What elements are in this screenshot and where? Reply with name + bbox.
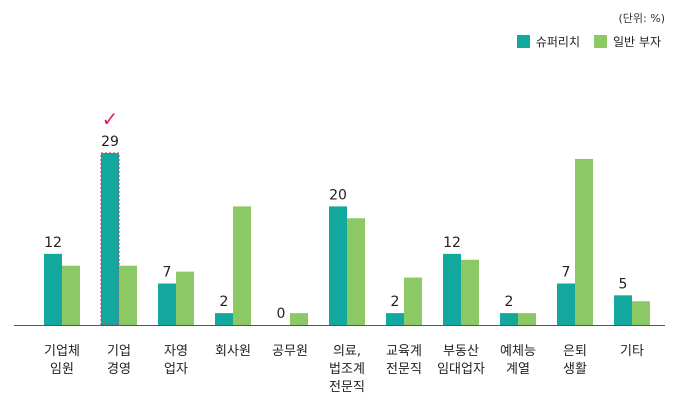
data-label-9: 7 (562, 264, 571, 280)
category-label-7-line-0: 부동산 (443, 344, 479, 359)
category-label-8-line-1: 계열 (506, 362, 530, 377)
bar-general-rich-0 (62, 265, 80, 325)
bar-general-rich-3 (233, 206, 251, 325)
bar-general-rich-9 (575, 158, 593, 325)
bar-general-rich-1 (119, 265, 137, 325)
category-label-1-line-0: 기업 (107, 344, 131, 359)
category-label-7-line-1: 임대업자 (437, 362, 485, 377)
category-label-5-line-1: 법조계 (329, 362, 365, 377)
bar-superrich-5 (329, 206, 347, 325)
bar-general-rich-2 (176, 271, 194, 325)
bar-general-rich-7 (461, 259, 479, 325)
category-label-5-line-0: 의료, (333, 344, 361, 359)
legend-swatch-general-rich (594, 35, 608, 48)
category-label-4-line-0: 공무원 (272, 344, 308, 359)
bar-superrich-10 (614, 295, 632, 325)
legend-swatch-superrich (516, 35, 530, 48)
bar-general-rich-5 (347, 218, 365, 325)
legend-item-superrich: 슈퍼리치 (516, 33, 581, 50)
bar-superrich-2 (158, 283, 176, 325)
bar-highlight-outline (100, 152, 120, 326)
bar-superrich-6 (386, 313, 404, 325)
bar-superrich-0 (44, 253, 62, 325)
data-label-10: 5 (619, 276, 628, 292)
bar-general-rich-10 (632, 301, 650, 325)
bar-superrich-7 (443, 253, 461, 325)
data-label-0: 12 (44, 235, 62, 251)
category-label-9-line-1: 생활 (563, 362, 587, 377)
category-label-10-line-0: 기타 (620, 344, 644, 359)
data-label-4: 0 (277, 306, 286, 322)
category-label-6-line-1: 전문직 (386, 362, 422, 377)
category-label-8-line-0: 예체능 (500, 344, 536, 359)
category-label-1-line-1: 경영 (107, 362, 131, 377)
data-label-3: 2 (220, 294, 229, 310)
data-label-6: 2 (391, 294, 400, 310)
bar-superrich-3 (215, 313, 233, 325)
category-label-0-line-1: 임원 (50, 362, 74, 377)
data-label-5: 20 (329, 187, 347, 203)
category-label-0-line-0: 기업체 (44, 344, 80, 359)
legend-label-general-rich: 일반 부자 (613, 35, 661, 49)
bar-general-rich-6 (404, 277, 422, 325)
bar-superrich-1 (101, 153, 119, 325)
unit-note: (단위: %) (618, 12, 665, 25)
category-label-5-line-2: 전문직 (329, 380, 365, 395)
check-mark-icon: ✓ (102, 107, 119, 131)
bar-superrich-8 (500, 313, 518, 325)
data-label-1: 29 (101, 134, 119, 150)
category-label-2-line-0: 자영 (164, 344, 188, 359)
data-label-8: 2 (505, 294, 514, 310)
legend-label-superrich: 슈퍼리치 (535, 35, 581, 49)
category-label-6-line-0: 교육계 (386, 344, 422, 359)
category-label-9-line-0: 은퇴 (563, 344, 587, 359)
data-label-7: 12 (443, 235, 461, 251)
category-label-2-line-1: 업자 (164, 362, 188, 377)
legend-item-general-rich: 일반 부자 (594, 33, 661, 50)
bar-general-rich-8 (518, 313, 536, 325)
legend: 슈퍼리치 일반 부자 (516, 33, 661, 50)
bar-superrich-9 (557, 283, 575, 325)
bar-general-rich-4 (290, 313, 308, 325)
category-label-3-line-0: 회사원 (215, 344, 251, 359)
data-label-2: 7 (163, 264, 172, 280)
